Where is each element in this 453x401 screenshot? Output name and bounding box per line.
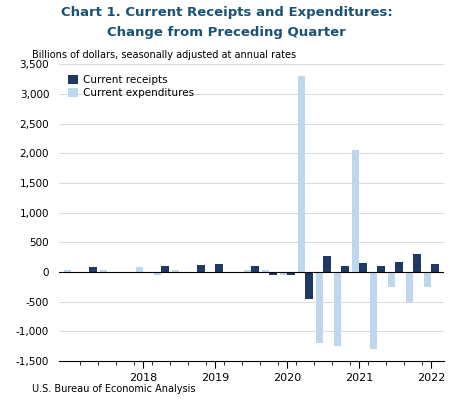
Bar	[406, 272, 413, 302]
Bar	[64, 270, 72, 272]
Bar	[316, 272, 323, 343]
Bar	[298, 76, 305, 272]
Bar	[280, 272, 287, 275]
Bar	[262, 269, 270, 272]
Bar	[226, 272, 233, 273]
Bar	[125, 272, 133, 273]
Bar	[377, 266, 385, 272]
Bar	[413, 254, 421, 272]
Text: U.S. Bureau of Economic Analysis: U.S. Bureau of Economic Analysis	[32, 384, 195, 394]
Bar	[179, 272, 187, 273]
Bar	[395, 262, 403, 272]
Text: Billions of dollars, seasonally adjusted at annual rates: Billions of dollars, seasonally adjusted…	[32, 50, 296, 60]
Bar	[270, 272, 277, 275]
Bar	[118, 272, 125, 273]
Bar	[334, 272, 342, 346]
Bar	[161, 266, 169, 272]
Bar	[216, 263, 223, 272]
Bar	[287, 272, 295, 275]
Bar	[136, 267, 144, 272]
Bar	[323, 256, 331, 272]
Bar	[244, 269, 251, 272]
Bar	[251, 266, 259, 272]
Bar	[100, 270, 107, 272]
Bar	[305, 272, 313, 299]
Bar	[82, 272, 90, 273]
Bar	[190, 272, 198, 273]
Bar	[154, 272, 161, 275]
Bar	[431, 265, 439, 272]
Bar	[424, 272, 431, 287]
Text: Chart 1. Current Receipts and Expenditures:: Chart 1. Current Receipts and Expenditur…	[61, 6, 392, 19]
Bar	[90, 267, 97, 272]
Bar	[198, 265, 205, 272]
Bar	[144, 272, 151, 273]
Bar	[352, 150, 359, 272]
Bar	[342, 266, 349, 272]
Bar	[233, 272, 241, 273]
Bar	[172, 269, 179, 272]
Bar	[72, 272, 79, 273]
Bar	[208, 272, 216, 273]
Text: Change from Preceding Quarter: Change from Preceding Quarter	[107, 26, 346, 39]
Bar	[359, 263, 367, 272]
Legend: Current receipts, Current expenditures: Current receipts, Current expenditures	[68, 75, 193, 98]
Bar	[388, 272, 395, 287]
Bar	[370, 272, 377, 349]
